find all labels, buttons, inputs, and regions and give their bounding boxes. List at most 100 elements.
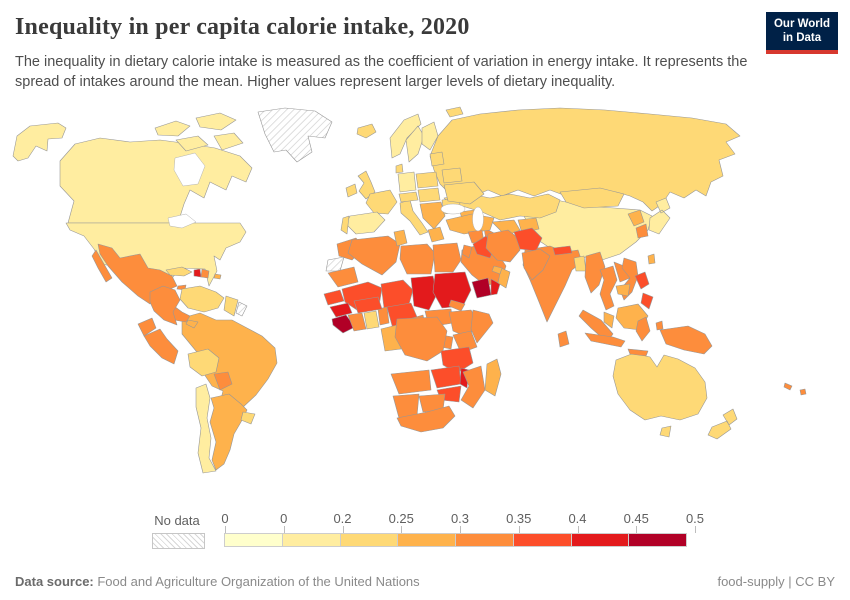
country-poland[interactable]	[415, 171, 439, 189]
country-guinea[interactable]	[329, 302, 353, 318]
legend-bin-3[interactable]	[397, 533, 456, 547]
country-sri-lanka[interactable]	[557, 330, 570, 348]
country-madagascar[interactable]	[484, 358, 502, 397]
country-colombia[interactable]	[149, 285, 181, 326]
license-link[interactable]: food-supply | CC BY	[717, 574, 835, 589]
country-russia[interactable]	[429, 107, 741, 212]
legend-bin-4[interactable]	[455, 533, 514, 547]
country-oman[interactable]	[497, 267, 511, 289]
country-cambodia[interactable]	[615, 283, 631, 297]
country-south-africa[interactable]	[396, 405, 456, 433]
country-new-guinea[interactable]	[659, 325, 713, 355]
country-egypt[interactable]	[432, 242, 462, 273]
country-new-caledonia[interactable]	[783, 382, 793, 391]
country-canada-arctic[interactable]	[154, 112, 244, 152]
country-drc[interactable]	[394, 316, 448, 362]
country-new-zealand[interactable]	[707, 408, 738, 440]
country-balkans[interactable]	[419, 201, 446, 230]
country-kyrgyzstan-tajikistan[interactable]	[517, 217, 540, 234]
country-jordan[interactable]	[461, 244, 473, 259]
country-ukraine[interactable]	[443, 181, 485, 205]
country-mauritania[interactable]	[327, 266, 359, 288]
country-pakistan[interactable]	[521, 248, 551, 281]
country-moluccas[interactable]	[655, 320, 664, 331]
country-sweden[interactable]	[405, 125, 425, 163]
country-myanmar[interactable]	[584, 251, 606, 294]
country-mongolia[interactable]	[559, 187, 625, 209]
country-sierra-leone-liberia[interactable]	[331, 314, 356, 334]
country-australia[interactable]	[612, 352, 708, 421]
owid-logo[interactable]: Our World in Data	[765, 12, 838, 54]
country-somalia[interactable]	[470, 309, 494, 344]
country-germany[interactable]	[397, 171, 417, 193]
country-tasmania[interactable]	[659, 425, 672, 438]
country-ivory-coast[interactable]	[347, 312, 367, 332]
country-belarus[interactable]	[441, 167, 463, 184]
country-haiti[interactable]	[193, 268, 202, 278]
country-greece[interactable]	[427, 226, 445, 243]
country-dominican-republic[interactable]	[200, 268, 210, 279]
country-guyana-suriname[interactable]	[223, 295, 239, 317]
country-libya[interactable]	[399, 243, 436, 275]
country-ghana[interactable]	[363, 310, 380, 330]
legend-bin-2[interactable]	[339, 533, 399, 547]
country-chile[interactable]	[195, 383, 217, 474]
country-peru[interactable]	[143, 328, 179, 365]
country-ireland[interactable]	[345, 183, 358, 198]
country-tanzania[interactable]	[440, 346, 474, 374]
country-argentina[interactable]	[209, 393, 248, 471]
country-italy[interactable]	[399, 199, 429, 236]
country-zambia[interactable]	[430, 365, 462, 389]
country-thailand[interactable]	[599, 265, 618, 311]
country-uae[interactable]	[491, 265, 503, 275]
country-venezuela[interactable]	[179, 285, 225, 313]
country-denmark[interactable]	[395, 163, 404, 174]
country-chad[interactable]	[410, 275, 438, 311]
country-svalbard[interactable]	[445, 106, 464, 118]
country-nepal[interactable]	[552, 245, 573, 256]
legend-bin-7[interactable]	[628, 533, 687, 547]
country-niger[interactable]	[380, 279, 414, 309]
legend-bin-0[interactable]	[224, 533, 283, 547]
country-alaska[interactable]	[12, 122, 67, 162]
country-french-guiana[interactable]	[235, 301, 248, 317]
country-philippines[interactable]	[634, 271, 654, 310]
country-alps[interactable]	[398, 191, 419, 203]
country-bangladesh[interactable]	[573, 255, 587, 272]
country-france[interactable]	[365, 189, 398, 215]
country-paraguay[interactable]	[213, 371, 233, 391]
legend-no-data-swatch[interactable]	[152, 533, 205, 549]
country-taiwan[interactable]	[647, 253, 656, 265]
country-bolivia[interactable]	[187, 348, 220, 377]
country-portugal[interactable]	[340, 215, 350, 235]
country-iran[interactable]	[485, 229, 521, 263]
country-spain[interactable]	[345, 211, 386, 235]
country-fiji[interactable]	[799, 388, 807, 396]
country-sulawesi[interactable]	[635, 316, 651, 342]
country-mozambique[interactable]	[460, 365, 486, 409]
country-north-korea[interactable]	[627, 209, 645, 227]
country-greenland[interactable]	[257, 107, 333, 163]
country-ecuador[interactable]	[137, 317, 157, 337]
country-kenya[interactable]	[452, 330, 478, 354]
country-baltics[interactable]	[429, 151, 445, 167]
country-senegal[interactable]	[323, 289, 345, 306]
country-cuba[interactable]	[165, 266, 193, 277]
country-lesser-sunda[interactable]	[627, 348, 649, 357]
country-panama[interactable]	[185, 319, 199, 329]
country-malaysia[interactable]	[603, 311, 615, 329]
country-iceland[interactable]	[356, 123, 377, 139]
country-tunisia[interactable]	[393, 229, 408, 247]
country-western-sahara[interactable]	[325, 256, 345, 272]
country-south-korea[interactable]	[635, 223, 649, 239]
legend-bin-6[interactable]	[570, 533, 630, 547]
legend-bin-1[interactable]	[281, 533, 341, 547]
country-japan[interactable]	[648, 197, 671, 235]
legend-bin-5[interactable]	[512, 533, 572, 547]
country-angola[interactable]	[390, 369, 432, 395]
country-finland[interactable]	[421, 121, 439, 151]
country-puerto-rico[interactable]	[213, 273, 222, 280]
country-mexico[interactable]	[91, 243, 178, 305]
country-togo-benin[interactable]	[377, 306, 390, 326]
country-afghanistan[interactable]	[513, 227, 543, 252]
